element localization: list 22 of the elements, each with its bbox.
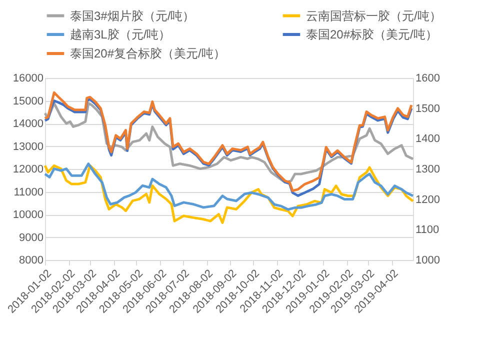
y-tick-label: 14000 [12, 118, 44, 130]
y2-tick-label: 1600 [416, 72, 440, 84]
y2-tick-label: 1100 [416, 224, 440, 236]
y2-tick-label: 1400 [416, 133, 440, 146]
y2-tick-label: 1000 [416, 254, 440, 266]
y-tick-label: 9000 [19, 232, 44, 244]
legend-label: 越南3L胶（元/吨） [70, 28, 171, 42]
y2-tick-label: 1200 [416, 194, 440, 206]
line-series [44, 162, 414, 211]
y2-tick-label: 1500 [416, 102, 440, 115]
y-tick-label: 10000 [12, 209, 44, 221]
y2-tick-label: 1300 [416, 164, 440, 176]
y-tick-label: 11000 [14, 186, 44, 198]
legend-label: 泰国20#复合标胶（美元/吨） [70, 46, 226, 60]
legend-label: 泰国3#烟片胶（元/吨） [70, 8, 195, 23]
y-tick-label: 16000 [12, 72, 44, 84]
legend-label: 云南国营标一胶（元/吨） [306, 8, 442, 23]
legend-label: 泰国20#标胶（美元/吨） [306, 28, 438, 42]
y-tick-label: 13000 [12, 140, 44, 153]
y-tick-label: 8000 [19, 254, 44, 266]
y-tick-label: 12000 [12, 164, 44, 176]
y-tick-label: 15000 [12, 95, 44, 108]
